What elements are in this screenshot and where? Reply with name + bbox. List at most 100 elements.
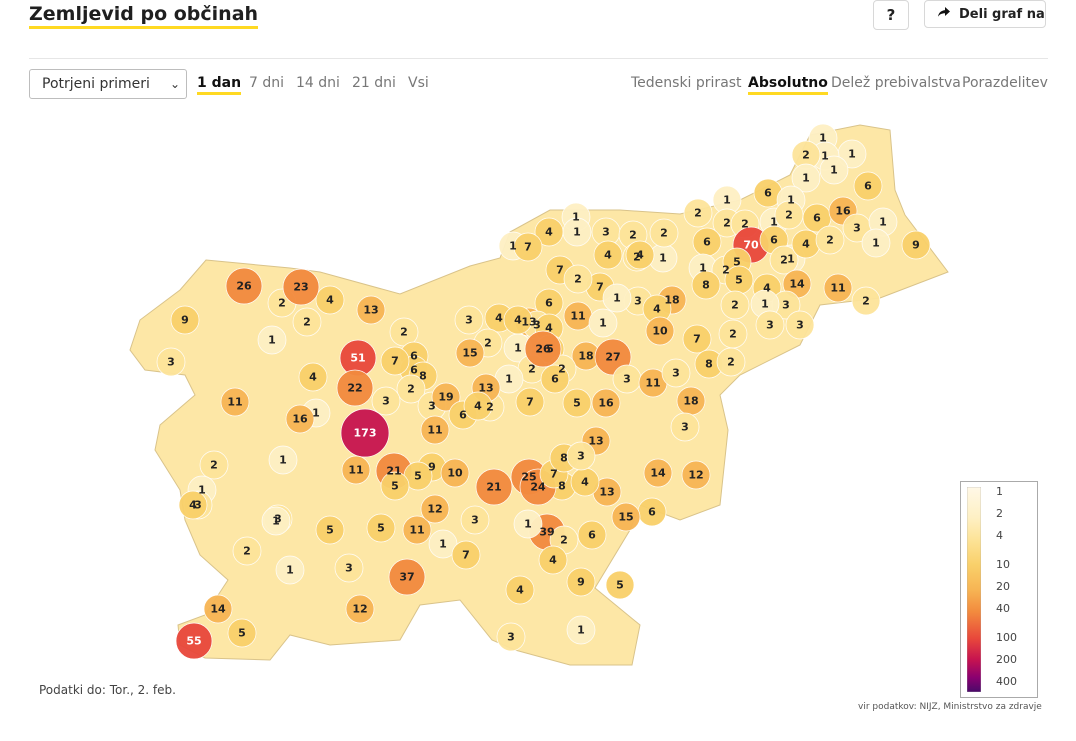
- municipality-region[interactable]: [431, 382, 461, 412]
- municipality-region[interactable]: [605, 570, 635, 600]
- share-button[interactable]: Deli graf na: [924, 0, 1046, 28]
- municipality-region[interactable]: [199, 450, 229, 480]
- municipality-region[interactable]: [257, 325, 287, 355]
- municipality-region[interactable]: [315, 515, 345, 545]
- municipality-region[interactable]: [513, 232, 543, 262]
- municipality-region[interactable]: [505, 575, 535, 605]
- municipality-region[interactable]: [220, 387, 250, 417]
- tab-1-dan[interactable]: 1 dan: [197, 75, 242, 95]
- municipality-region[interactable]: [282, 268, 320, 306]
- municipality-region[interactable]: [602, 283, 632, 313]
- municipality-region[interactable]: [178, 490, 208, 520]
- municipality-region[interactable]: [420, 415, 450, 445]
- municipality-region[interactable]: [334, 553, 364, 583]
- municipality-region[interactable]: [513, 509, 543, 539]
- municipality-region[interactable]: [649, 218, 679, 248]
- municipality-region[interactable]: [566, 441, 596, 471]
- municipality-region[interactable]: [156, 347, 186, 377]
- municipality-region[interactable]: [175, 622, 213, 660]
- municipality-region[interactable]: [232, 536, 262, 566]
- municipality-region[interactable]: [755, 310, 785, 340]
- tab-tedenski-prirast[interactable]: Tedenski prirast: [631, 75, 742, 91]
- municipality-region[interactable]: [853, 171, 883, 201]
- municipality-region[interactable]: [366, 513, 396, 543]
- municipality-region[interactable]: [203, 594, 233, 624]
- municipality-region[interactable]: [275, 555, 305, 585]
- municipality-region[interactable]: [791, 163, 821, 193]
- municipality-region[interactable]: [538, 545, 568, 575]
- municipality-region[interactable]: [681, 460, 711, 490]
- municipality-region[interactable]: [625, 240, 655, 270]
- tab-porazdelitev[interactable]: Porazdelitev: [962, 75, 1048, 91]
- tab-21-dni[interactable]: 21 dni: [352, 75, 396, 91]
- municipality-region[interactable]: [593, 240, 623, 270]
- municipality-region[interactable]: [475, 468, 513, 506]
- tab-7-dni[interactable]: 7 dni: [249, 75, 285, 91]
- municipality-region[interactable]: [534, 217, 564, 247]
- municipality-region[interactable]: [588, 308, 618, 338]
- municipality-region[interactable]: [670, 412, 700, 442]
- municipality-region[interactable]: [563, 264, 593, 294]
- municipality-region[interactable]: [566, 615, 596, 645]
- municipality-region[interactable]: [691, 270, 721, 300]
- municipality-region[interactable]: [562, 388, 592, 418]
- municipality-region[interactable]: [591, 388, 621, 418]
- municipality-region[interactable]: [861, 228, 891, 258]
- municipality-region[interactable]: [396, 374, 426, 404]
- municipality-region[interactable]: [356, 295, 386, 325]
- municipality-region[interactable]: [388, 558, 426, 596]
- municipality-region[interactable]: [285, 404, 315, 434]
- municipality-region[interactable]: [227, 618, 257, 648]
- municipality-region[interactable]: [402, 515, 432, 545]
- municipality-region[interactable]: [341, 455, 371, 485]
- municipality-region[interactable]: [716, 347, 746, 377]
- municipality-region[interactable]: [661, 358, 691, 388]
- municipality-region[interactable]: [815, 225, 845, 255]
- municipality-region[interactable]: [643, 458, 673, 488]
- municipality-region[interactable]: [380, 471, 410, 501]
- municipality-region[interactable]: [785, 310, 815, 340]
- municipality-region[interactable]: [645, 316, 675, 346]
- municipality-region[interactable]: [454, 305, 484, 335]
- tab-14-dni[interactable]: 14 dni: [296, 75, 340, 91]
- municipality-region[interactable]: [540, 364, 570, 394]
- municipality-region[interactable]: [611, 502, 641, 532]
- help-button[interactable]: ?: [873, 0, 909, 30]
- tab-vsi[interactable]: Vsi: [408, 75, 429, 91]
- municipality-region[interactable]: [463, 391, 493, 421]
- municipality-region[interactable]: [261, 506, 291, 536]
- municipality-region[interactable]: [345, 594, 375, 624]
- municipality-region[interactable]: [336, 369, 374, 407]
- municipality-region[interactable]: [901, 230, 931, 260]
- municipality-region[interactable]: [682, 324, 712, 354]
- municipality-region[interactable]: [460, 505, 490, 535]
- municipality-region[interactable]: [720, 290, 750, 320]
- municipality-region[interactable]: [496, 622, 526, 652]
- tab-absolutno[interactable]: Absolutno: [748, 75, 828, 95]
- municipality-region[interactable]: [315, 285, 345, 315]
- municipality-region[interactable]: [420, 494, 450, 524]
- municipality-region[interactable]: [371, 386, 401, 416]
- metric-select[interactable]: Potrjeni primeri ⌄: [29, 69, 187, 99]
- municipality-region[interactable]: [440, 458, 470, 488]
- municipality-region[interactable]: [170, 305, 200, 335]
- municipality-region[interactable]: [769, 245, 799, 275]
- municipality-region[interactable]: [268, 445, 298, 475]
- municipality-region[interactable]: [524, 330, 562, 368]
- tab-delez-prebivalstva[interactable]: Delež prebivalstva: [831, 75, 961, 91]
- municipality-region[interactable]: [298, 362, 328, 392]
- municipality-region[interactable]: [380, 346, 410, 376]
- municipality-region[interactable]: [683, 198, 713, 228]
- municipality-region[interactable]: [515, 387, 545, 417]
- municipality-region[interactable]: [455, 338, 485, 368]
- municipality-region[interactable]: [566, 567, 596, 597]
- municipality-region[interactable]: [851, 286, 881, 316]
- municipality-region[interactable]: [292, 307, 322, 337]
- municipality-region[interactable]: [577, 520, 607, 550]
- municipality-region[interactable]: [225, 267, 263, 305]
- municipality-region[interactable]: [823, 273, 853, 303]
- municipality-region[interactable]: [340, 408, 390, 458]
- municipality-value-label: 3: [167, 356, 175, 369]
- municipality-region[interactable]: [451, 540, 481, 570]
- municipality-region[interactable]: [819, 155, 849, 185]
